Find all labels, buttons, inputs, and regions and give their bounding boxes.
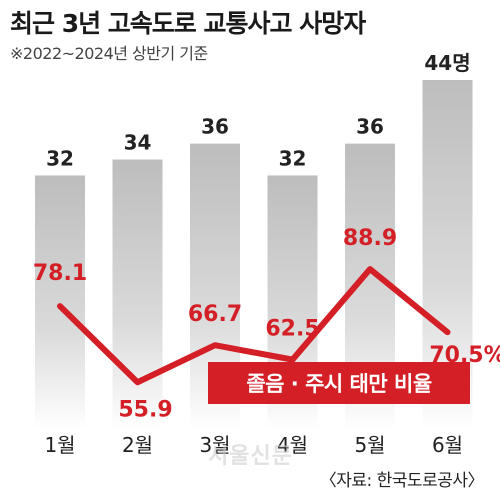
source-note: 〈자료: 한국도로공사〉 (319, 471, 485, 491)
line-value-label: 66.7 (188, 302, 242, 327)
watermark: 서울신문 (208, 444, 293, 469)
bar (35, 175, 85, 430)
line-value-label: 62.5 (265, 317, 319, 342)
chart-title: 최근 3년 고속도로 교통사고 사망자 (10, 9, 366, 38)
legend-line-series: 졸음 · 주시 태만 비율 (208, 362, 470, 404)
chart-subtitle: ※2022~2024년 상반기 기준 (10, 44, 208, 63)
x-tick-label: 4월 (277, 433, 308, 457)
bar-value-label: 36 (201, 115, 229, 139)
line-value-labels: 78.155.966.762.588.970.5% (33, 226, 500, 422)
bar-value-label: 36 (356, 115, 384, 139)
line-series (57, 266, 451, 386)
line-value-label: 88.9 (343, 226, 397, 251)
x-tick-label: 2월 (122, 433, 153, 457)
x-tick-label: 1월 (44, 433, 75, 457)
bar-value-label: 32 (46, 146, 74, 170)
bar-value-label: 32 (279, 146, 307, 170)
x-axis-tick-labels: 1월 2월 3월 4월 5월 6월 (44, 433, 463, 457)
line-value-label: 78.1 (33, 261, 87, 286)
bar-value-labels: 32 34 36 32 36 44명 (46, 51, 471, 170)
x-tick-label: 6월 (432, 433, 463, 457)
bar (112, 159, 163, 430)
line-series-path (57, 266, 451, 386)
line-value-label: 55.9 (118, 397, 172, 422)
bar-value-label: 34 (124, 131, 152, 155)
x-tick-label: 3월 (199, 433, 230, 457)
x-tick-label: 5월 (354, 433, 385, 457)
bar-value-label: 44명 (424, 51, 470, 75)
